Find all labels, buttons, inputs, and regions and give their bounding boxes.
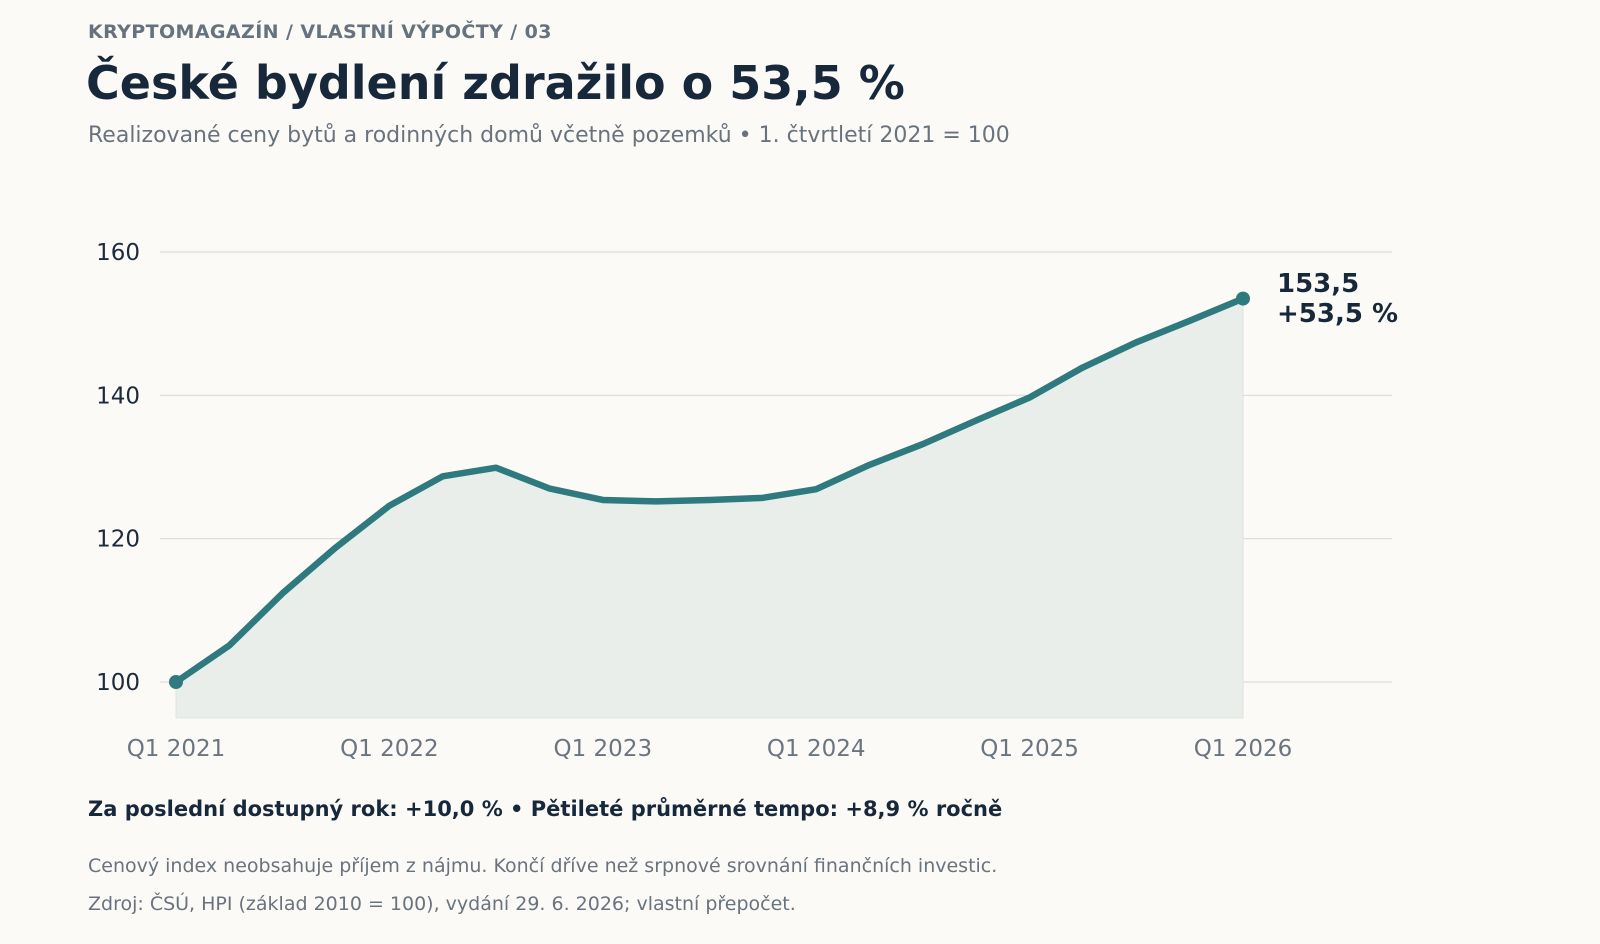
kicker: KRYPTOMAGAZÍN / VLASTNÍ VÝPOČTY / 03	[88, 21, 552, 43]
end-label-group: 153,5+53,5 %	[1277, 269, 1398, 329]
y-tick-label: 140	[96, 383, 140, 409]
end-change-label: +53,5 %	[1277, 299, 1398, 329]
x-tick-label: Q1 2025	[980, 736, 1079, 762]
page-subtitle: Realizované ceny bytů a rodinných domů v…	[88, 123, 1010, 148]
end-value-label: 153,5	[1277, 269, 1359, 299]
line-layer	[169, 291, 1250, 689]
y-tick-label: 100	[96, 670, 140, 696]
x-axis-ticks: Q1 2021 Q1 2022 Q1 2023 Q1 2024 Q1 2025 Q1 20…	[127, 736, 1293, 762]
start-point	[169, 675, 183, 689]
x-tick-label: Q1 2022	[340, 736, 439, 762]
x-tick-label: Q1 2024	[767, 736, 866, 762]
source-note: Zdroj: ČSÚ, HPI (základ 2010 = 100), vyd…	[88, 893, 796, 915]
y-tick-label: 120	[96, 527, 140, 553]
series-line	[172, 295, 1247, 686]
x-tick-label: Q1 2026	[1194, 736, 1293, 762]
end-point	[1236, 291, 1250, 306]
y-axis-ticks: 100 120 140 160	[96, 240, 140, 696]
summary-stats: Za poslední dostupný rok: +10,0 % • Pěti…	[88, 797, 1003, 821]
area-fill	[175, 297, 1244, 719]
x-tick-label: Q1 2023	[554, 736, 653, 762]
y-tick-label: 160	[96, 240, 140, 266]
x-tick-label: Q1 2021	[127, 736, 226, 762]
footnote: Cenový index neobsahuje příjem z nájmu. …	[88, 855, 998, 877]
area-layer	[175, 297, 1244, 719]
page-title: České bydlení zdražilo o 53,5 %	[86, 56, 905, 110]
